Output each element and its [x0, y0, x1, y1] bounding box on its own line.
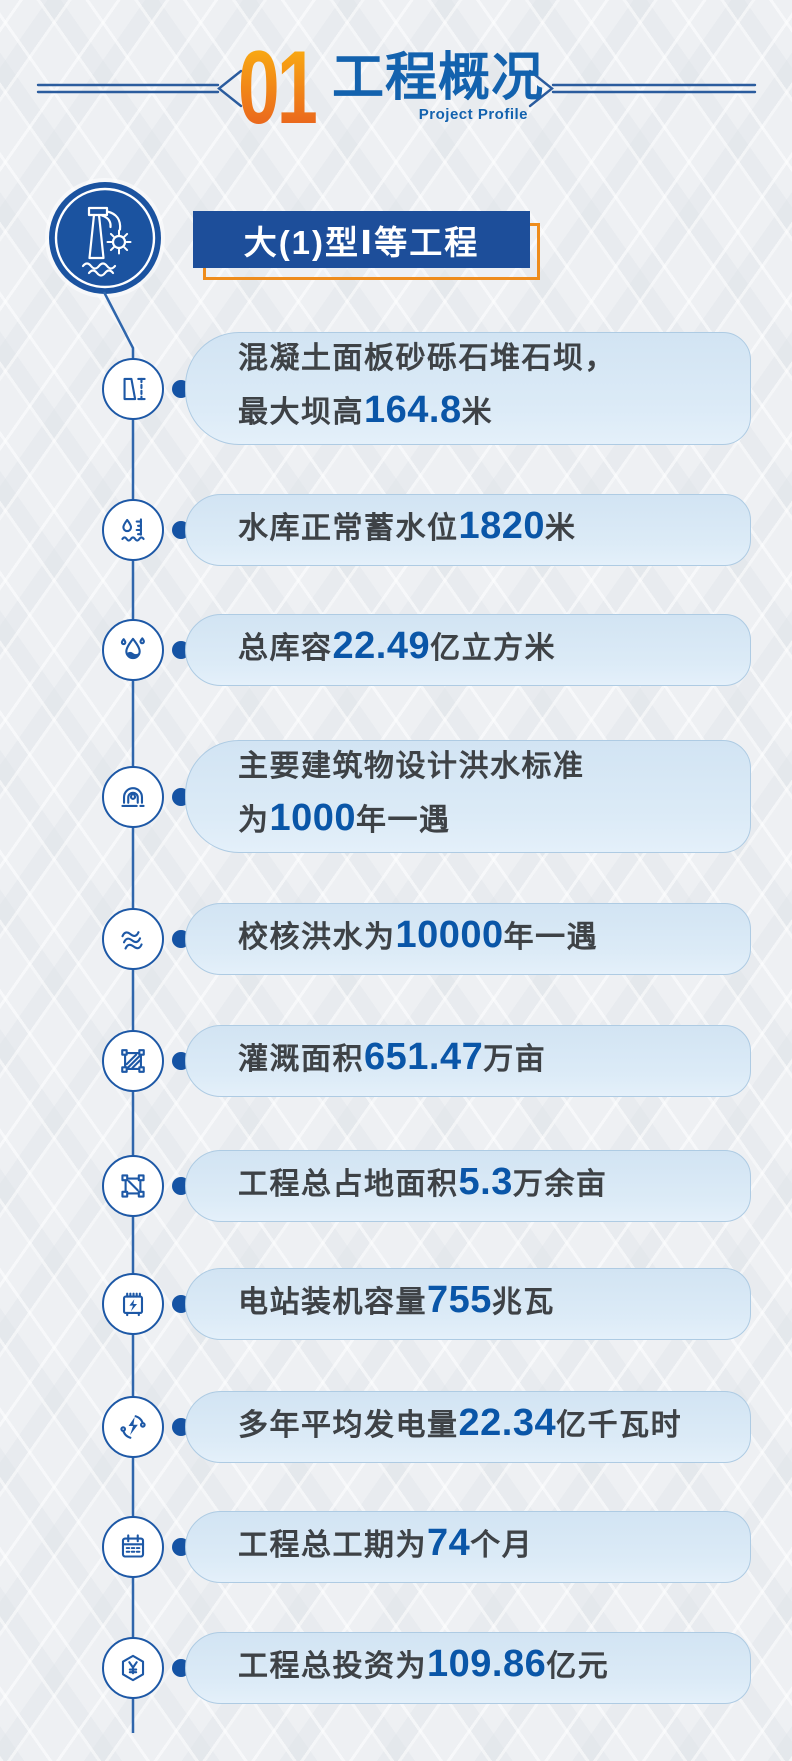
fact-text: 兆瓦: [491, 1286, 555, 1319]
fact-text: 总库容: [238, 632, 333, 665]
fact-card: 混凝土面板砂砾石堆石坝， 最大坝高164.8米: [185, 332, 751, 445]
fact-value: 755: [427, 1279, 492, 1321]
fact-line: 混凝土面板砂砾石堆石坝，: [238, 336, 750, 387]
fact-line: 灌溉面积651.47万亩: [238, 1034, 750, 1088]
fact-text: 工程总工期为: [238, 1529, 427, 1562]
fact-text: 米: [461, 396, 494, 429]
fact-card: 工程总工期为74个月: [185, 1511, 751, 1583]
fact-line: 最大坝高164.8米: [238, 387, 750, 441]
fact-line: 工程总工期为74个月: [238, 1520, 750, 1574]
fact-line: 总库容22.49亿立方米: [238, 623, 750, 677]
timeline-item: 校核洪水为10000年一遇: [0, 903, 751, 975]
fact-value: 5.3: [458, 1161, 513, 1203]
fact-card: 灌溉面积651.47万亩: [185, 1025, 751, 1097]
fact-card: 水库正常蓄水位1820米: [185, 494, 751, 566]
fact-card: 多年平均发电量22.34亿千瓦时: [185, 1391, 751, 1463]
fact-text: 灌溉面积: [238, 1043, 364, 1076]
fact-text: 亿元: [546, 1650, 610, 1683]
fact-value: 74: [427, 1522, 471, 1564]
timeline-item: 电站装机容量755兆瓦: [0, 1268, 751, 1340]
timeline-item: 工程总占地面积5.3万余亩: [0, 1150, 751, 1222]
timeline-item: 混凝土面板砂砾石堆石坝， 最大坝高164.8米: [0, 332, 751, 445]
fact-line: 工程总占地面积5.3万余亩: [238, 1159, 750, 1213]
fact-text: 万亩: [483, 1043, 547, 1076]
flood-design-icon: [102, 765, 164, 828]
fact-text: 工程总投资为: [238, 1650, 427, 1683]
section-number: 01: [238, 30, 318, 146]
flood-check-icon: [102, 908, 164, 970]
fact-value: 1820: [458, 505, 546, 547]
fact-text: 万余亩: [512, 1168, 608, 1201]
timeline-item: 总库容22.49亿立方米: [0, 614, 751, 686]
installed-capacity-icon: [102, 1273, 164, 1335]
fact-text: 混凝土面板砂砾石堆石坝，: [238, 342, 616, 375]
dam-height-icon: [102, 357, 164, 420]
fact-text: 最大坝高: [238, 396, 364, 429]
timeline-item: 多年平均发电量22.34亿千瓦时: [0, 1391, 751, 1463]
irrigation-area-icon: [102, 1030, 164, 1092]
fact-line: 为1000年一遇: [238, 795, 750, 849]
fact-value: 651.47: [364, 1036, 484, 1078]
fact-card: 主要建筑物设计洪水标准 为1000年一遇: [185, 740, 751, 853]
page-title: 工程概况: [332, 49, 545, 107]
project-duration-icon: [102, 1516, 164, 1578]
fact-text: 校核洪水为: [238, 921, 396, 954]
fact-value: 1000: [269, 797, 357, 839]
fact-value: 109.86: [427, 1643, 547, 1685]
fact-line: 校核洪水为10000年一遇: [238, 912, 750, 966]
fact-text: 年一遇: [356, 804, 451, 837]
fact-card: 工程总占地面积5.3万余亩: [185, 1150, 751, 1222]
fact-line: 多年平均发电量22.34亿千瓦时: [238, 1400, 750, 1454]
fact-text: 电站装机容量: [238, 1286, 427, 1319]
fact-card: 校核洪水为10000年一遇: [185, 903, 751, 975]
fact-text: 为: [238, 804, 270, 837]
fact-value: 22.34: [458, 1402, 557, 1444]
fact-text: 亿立方米: [430, 632, 557, 665]
reservoir-capacity-icon: [102, 619, 164, 681]
timeline-item: 工程总投资为109.86亿元: [0, 1632, 751, 1704]
fact-line: 工程总投资为109.86亿元: [238, 1641, 750, 1695]
fact-text: 个月: [470, 1529, 534, 1562]
fact-text: 米: [545, 512, 577, 545]
fact-text: 水库正常蓄水位: [238, 512, 459, 545]
timeline-item: 灌溉面积651.47万亩: [0, 1025, 751, 1097]
fact-text: 工程总占地面积: [238, 1168, 459, 1201]
fact-text: 亿千瓦时: [556, 1409, 683, 1442]
project-class-badge: 大(1)型Ⅰ等工程: [193, 211, 530, 268]
dam-spillway-icon: [49, 182, 161, 294]
power-generation-icon: [102, 1396, 164, 1458]
fact-value: 22.49: [332, 625, 431, 667]
land-area-icon: [102, 1155, 164, 1217]
fact-card: 电站装机容量755兆瓦: [185, 1268, 751, 1340]
page-subtitle: Project Profile: [418, 106, 528, 123]
investment-icon: [102, 1637, 164, 1699]
water-level-icon: [102, 499, 164, 561]
timeline-item: 主要建筑物设计洪水标准 为1000年一遇: [0, 740, 751, 853]
fact-line: 主要建筑物设计洪水标准: [238, 744, 750, 795]
timeline-item: 工程总工期为74个月: [0, 1511, 751, 1583]
fact-value: 164.8: [364, 389, 462, 431]
fact-card: 工程总投资为109.86亿元: [185, 1632, 751, 1704]
fact-line: 水库正常蓄水位1820米: [238, 503, 750, 557]
fact-text: 多年平均发电量: [238, 1409, 459, 1442]
fact-text: 主要建筑物设计洪水标准: [238, 750, 585, 783]
fact-card: 总库容22.49亿立方米: [185, 614, 751, 686]
fact-text: 年一遇: [503, 921, 599, 954]
timeline-item: 水库正常蓄水位1820米: [0, 494, 751, 566]
fact-line: 电站装机容量755兆瓦: [238, 1277, 750, 1331]
fact-value: 10000: [395, 914, 504, 956]
